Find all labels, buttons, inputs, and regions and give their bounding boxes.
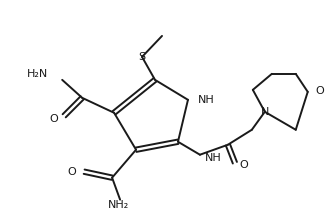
Text: S: S [138,52,146,62]
Text: N: N [260,107,269,117]
Text: NH: NH [205,153,222,163]
Text: H₂N: H₂N [27,69,48,79]
Text: O: O [68,167,76,177]
Text: O: O [240,160,249,170]
Text: O: O [49,114,58,124]
Text: NH₂: NH₂ [108,200,129,210]
Text: NH: NH [198,95,215,105]
Text: O: O [316,86,324,96]
